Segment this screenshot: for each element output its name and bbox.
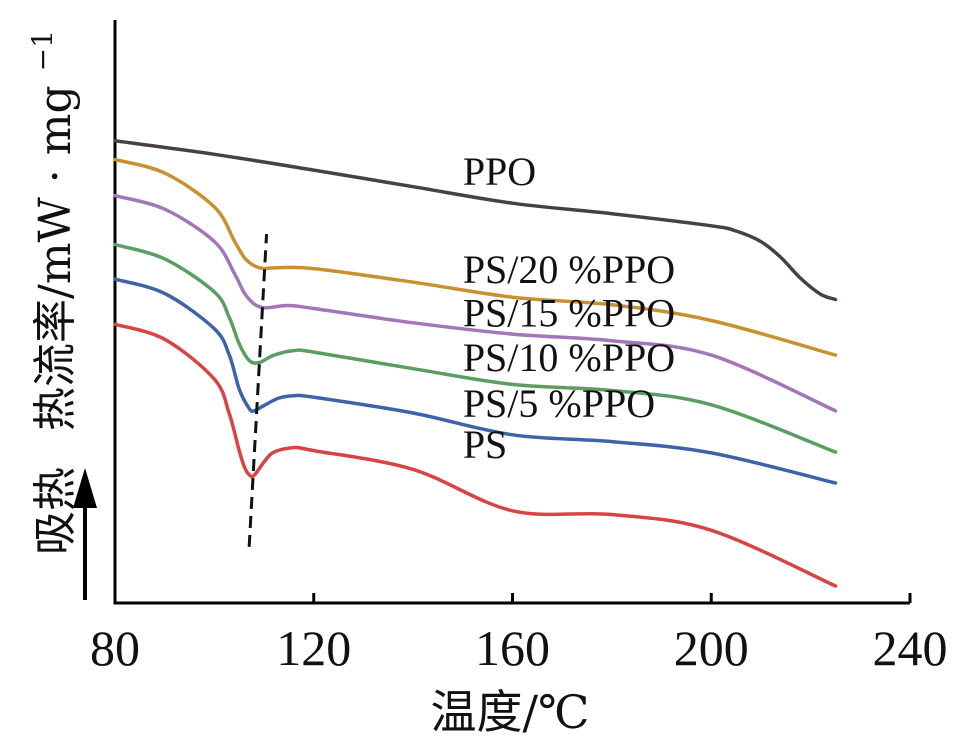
series-line-ppo: [113, 139, 838, 302]
series-label-ps-15-ppo: PS/15 %PPO: [463, 291, 675, 336]
x-tick-label: 240: [873, 620, 948, 676]
endotherm-label: 吸热: [30, 467, 81, 555]
series-label-ps-10-ppo: PS/10 %PPO: [463, 335, 675, 380]
series-label-ps: PS: [463, 422, 508, 467]
x-tick-label: 200: [674, 620, 749, 676]
series-label-ppo: PPO: [463, 149, 536, 194]
x-axis-label: 温度/℃: [431, 685, 590, 739]
y-axis-label-group: 吸热 热流率/mW · mg −1: [26, 30, 81, 555]
series-layer: [113, 139, 838, 588]
x-tick-label: 80: [90, 620, 140, 676]
svg-text:吸热 热流率/mW · mg −1: 吸热 热流率/mW · mg −1: [26, 30, 81, 555]
x-tick-label: 160: [475, 620, 550, 676]
series-line-ps-20-ppo: [113, 157, 838, 357]
series-label-ps-20-ppo: PS/20 %PPO: [463, 247, 675, 292]
x-axis-ticks: 80 120 160 200 240: [90, 593, 948, 676]
endotherm-arrow-icon: [73, 468, 97, 600]
x-tick-label: 120: [276, 620, 351, 676]
y-axis-label-exponent: −1: [26, 30, 59, 71]
glass-transition-dashed-line: [247, 233, 269, 547]
series-line-ps-15-ppo: [113, 193, 838, 413]
y-axis-label: 热流率/mW · mg: [30, 85, 81, 431]
series-line-ps-10-ppo: [113, 242, 838, 454]
series-line-ps-5-ppo: [113, 277, 838, 485]
series-line-ps: [113, 322, 838, 588]
series-label-ps-5-ppo: PS/5 %PPO: [463, 381, 655, 426]
